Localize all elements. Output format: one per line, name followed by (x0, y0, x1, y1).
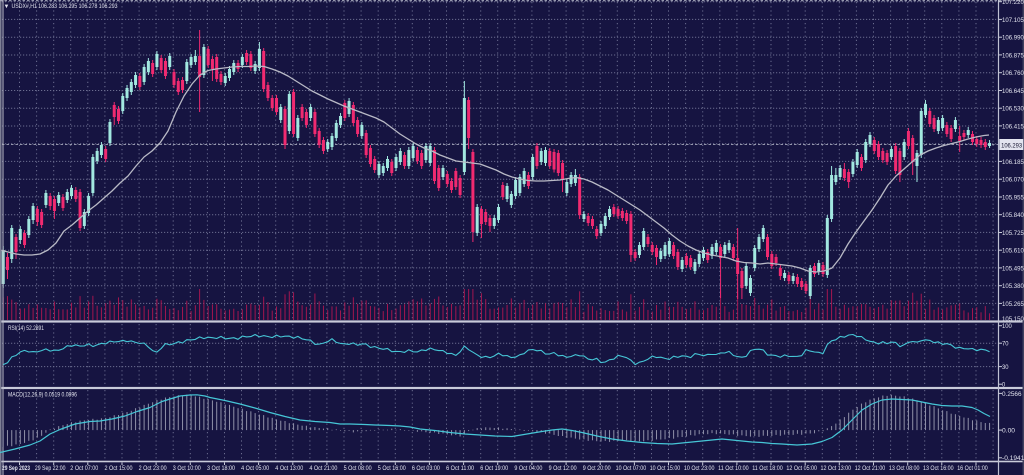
svg-text:9 Oct 04:00: 9 Oct 04:00 (514, 465, 542, 472)
svg-text:105.380: 105.380 (1002, 283, 1024, 290)
svg-text:30: 30 (1002, 364, 1009, 371)
svg-text:3 Oct 10:00: 3 Oct 10:00 (173, 465, 201, 472)
svg-text:4 Oct 13:00: 4 Oct 13:00 (275, 465, 303, 472)
svg-text:107.105: 107.105 (1002, 17, 1024, 24)
svg-text:29 Sep 22:00: 29 Sep 22:00 (35, 465, 66, 472)
svg-text:106.645: 106.645 (1002, 88, 1024, 95)
svg-text:11 Oct 10:00: 11 Oct 10:00 (718, 465, 749, 472)
svg-text:10 Oct 07:00: 10 Oct 07:00 (616, 465, 647, 472)
svg-text:13 Oct 16:00: 13 Oct 16:00 (923, 465, 954, 472)
svg-text:0: 0 (1002, 382, 1006, 389)
svg-text:5 Oct 08:00: 5 Oct 08:00 (344, 465, 372, 472)
svg-text:RSI(14) 52.2891: RSI(14) 52.2891 (8, 325, 44, 332)
svg-text:6 Oct 19:00: 6 Oct 19:00 (480, 465, 508, 472)
svg-text:106.293: 106.293 (1001, 142, 1022, 149)
svg-text:0.00: 0.00 (1002, 428, 1015, 435)
svg-text:105.610: 105.610 (1002, 248, 1024, 255)
svg-text:-0.1941: -0.1941 (1002, 455, 1024, 462)
svg-text:4 Oct 05:00: 4 Oct 05:00 (241, 465, 269, 472)
svg-text:105.495: 105.495 (1002, 265, 1024, 272)
svg-text:106.760: 106.760 (1002, 70, 1024, 77)
svg-text:105.840: 105.840 (1002, 212, 1024, 219)
svg-text:105.150: 105.150 (1002, 316, 1024, 323)
svg-text:70: 70 (1002, 341, 1009, 348)
svg-text:107.220: 107.220 (1002, 0, 1024, 6)
svg-text:2 Oct 15:00: 2 Oct 15:00 (105, 465, 133, 472)
svg-text:10 Oct 15:00: 10 Oct 15:00 (650, 465, 681, 472)
svg-text:▼: ▼ (4, 4, 10, 10)
svg-text:2 Oct 07:00: 2 Oct 07:00 (70, 465, 98, 472)
svg-text:106.415: 106.415 (1002, 123, 1024, 130)
svg-text:105.265: 105.265 (1002, 301, 1024, 308)
svg-text:12 Oct 13:00: 12 Oct 13:00 (821, 465, 852, 472)
svg-text:11 Oct 18:00: 11 Oct 18:00 (752, 465, 783, 472)
svg-text:106.185: 106.185 (1002, 159, 1024, 166)
svg-text:6 Oct 11:00: 6 Oct 11:00 (446, 465, 474, 472)
svg-text:106.530: 106.530 (1002, 106, 1024, 113)
svg-text:106.875: 106.875 (1002, 52, 1024, 59)
svg-text:USDX#,H1 106.283 106.295 106.: USDX#,H1 106.283 106.295 106.278 106.293 (12, 3, 118, 10)
svg-text:105.725: 105.725 (1002, 230, 1024, 237)
svg-text:9 Oct 20:00: 9 Oct 20:00 (583, 465, 611, 472)
svg-text:105.955: 105.955 (1002, 194, 1024, 201)
svg-text:0.2566: 0.2566 (1002, 391, 1022, 398)
svg-text:9 Oct 12:00: 9 Oct 12:00 (549, 465, 577, 472)
svg-text:5 Oct 16:00: 5 Oct 16:00 (378, 465, 406, 472)
svg-text:106.070: 106.070 (1002, 177, 1024, 184)
svg-text:29 Sep 2023: 29 Sep 2023 (2, 465, 30, 472)
svg-text:16 Oct 01:00: 16 Oct 01:00 (957, 465, 988, 472)
svg-text:100: 100 (1002, 323, 1012, 330)
svg-text:3 Oct 18:00: 3 Oct 18:00 (207, 465, 235, 472)
svg-text:MACD(12,26,9) 0.0519 0.0896: MACD(12,26,9) 0.0519 0.0896 (8, 392, 77, 399)
svg-text:12 Oct 05:00: 12 Oct 05:00 (786, 465, 817, 472)
svg-text:10 Oct 23:00: 10 Oct 23:00 (684, 465, 715, 472)
svg-text:106.990: 106.990 (1002, 35, 1024, 42)
svg-text:2 Oct 23:00: 2 Oct 23:00 (139, 465, 167, 472)
svg-text:4 Oct 21:00: 4 Oct 21:00 (309, 465, 337, 472)
svg-text:12 Oct 21:00: 12 Oct 21:00 (855, 465, 886, 472)
svg-text:6 Oct 03:00: 6 Oct 03:00 (412, 465, 440, 472)
svg-text:13 Oct 08:00: 13 Oct 08:00 (889, 465, 920, 472)
